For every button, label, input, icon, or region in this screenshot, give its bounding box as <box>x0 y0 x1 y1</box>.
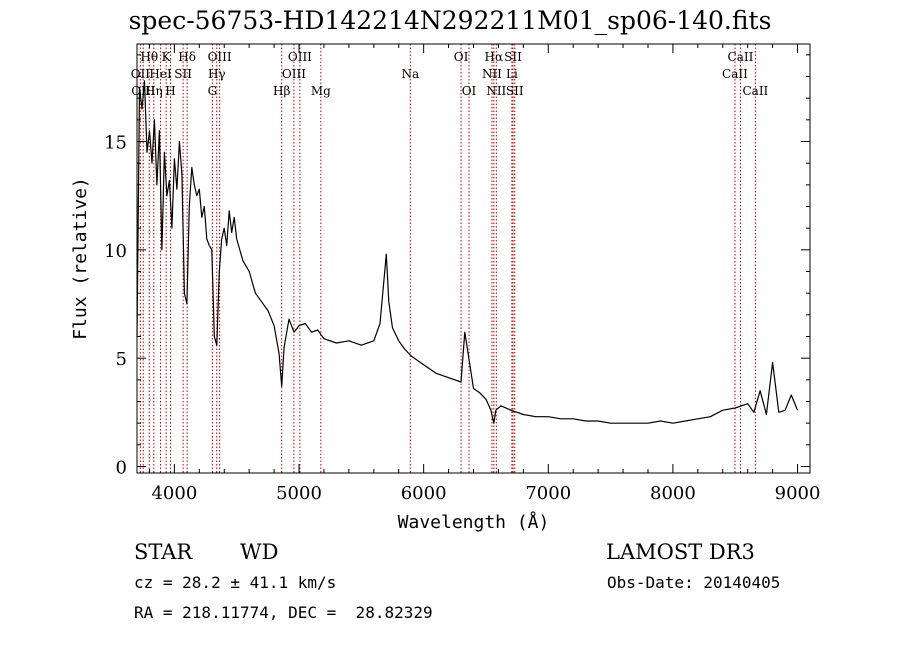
axis-ticks: 4000 5000 6000 7000 8000 9000 0 5 10 15 <box>104 44 820 504</box>
line-label: Hα <box>485 50 504 64</box>
x-tick-label: 6000 <box>401 483 447 504</box>
chart-title: spec-56753-HD142214N292211M01_sp06-140.f… <box>128 6 772 35</box>
survey-label: LAMOST DR3 <box>606 540 755 564</box>
cz-value: cz = 28.2 ± 41.1 km/s <box>134 573 337 592</box>
line-label: Hθ <box>140 50 158 64</box>
subclass-label: WD <box>240 540 279 564</box>
line-label: SII <box>506 84 524 98</box>
x-tick-label: 5000 <box>276 483 322 504</box>
plot-frame <box>136 43 811 474</box>
obs-date: Obs-Date: 20140405 <box>607 573 781 592</box>
line-label: SII <box>504 50 522 64</box>
line-label: Hγ <box>208 67 226 81</box>
line-label: CaII <box>728 50 754 64</box>
line-label: CaII <box>742 84 768 98</box>
line-label: CaII <box>722 67 748 81</box>
x-tick-label: 7000 <box>525 483 571 504</box>
y-tick-label: 15 <box>104 133 127 154</box>
y-axis-label: Flux (relative) <box>70 177 91 340</box>
line-label: SII <box>174 67 192 81</box>
y-tick-label: 5 <box>116 349 127 370</box>
spectrum-line <box>136 80 799 424</box>
x-tick-label: 8000 <box>650 483 696 504</box>
line-label: Na <box>401 67 419 81</box>
line-label: OI <box>454 50 469 64</box>
line-label: Hβ <box>273 84 290 98</box>
line-label: HeI <box>149 67 172 81</box>
line-label: K <box>162 50 172 64</box>
line-label: Hη <box>145 84 163 98</box>
line-label: NII <box>486 84 506 98</box>
line-label: NII <box>482 67 502 81</box>
line-label: OIII <box>288 50 312 64</box>
line-label: Li <box>506 67 518 81</box>
line-label: Hδ <box>178 50 196 64</box>
line-label: OI <box>462 84 477 98</box>
y-tick-label: 0 <box>116 458 127 479</box>
y-tick-label: 10 <box>104 241 127 262</box>
line-label: Mg <box>311 84 331 98</box>
emission-line-markers <box>139 44 756 473</box>
x-tick-label: 9000 <box>775 483 821 504</box>
coordinates: RA = 218.11774, DEC = 28.82329 <box>134 603 433 622</box>
line-label: OIII <box>208 50 232 64</box>
x-tick-label: 4000 <box>151 483 197 504</box>
line-label: OIII <box>282 67 306 81</box>
line-label: OII <box>131 67 151 81</box>
line-label: G <box>208 84 218 98</box>
line-label: H <box>165 84 175 98</box>
x-axis-label: Wavelength (Å) <box>398 511 550 533</box>
class-label: STAR <box>134 540 193 564</box>
